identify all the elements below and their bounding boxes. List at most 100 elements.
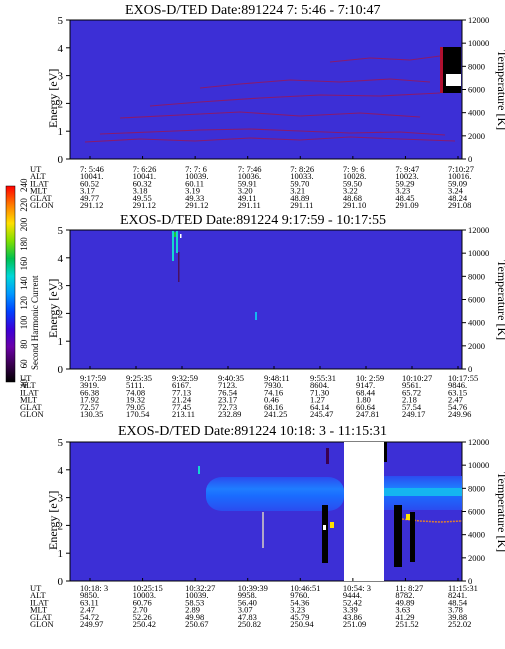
energy-tick-label: 4 [58, 465, 64, 477]
table-cell: 9846. [448, 380, 467, 390]
table-cell: 21.24 [172, 395, 192, 405]
panel-2-dark-streak [178, 252, 180, 282]
table-cell: 64.14 [310, 402, 330, 412]
table-row-label: UT [30, 583, 42, 593]
table-cell: 10:54: 3 [343, 583, 371, 593]
table-cell: 7930. [264, 380, 283, 390]
table-cell: 54.36 [290, 597, 309, 607]
table-cell: 3.23 [395, 186, 410, 196]
panel-3-temperature-ticks: 0 2000 4000 6000 8000 10000 12000 [462, 437, 489, 586]
panel-3-cyan-band [384, 488, 462, 496]
table-cell: 9:55:31 [310, 373, 336, 383]
table-cell: 76.54 [218, 387, 238, 397]
table-cell: 72.57 [80, 402, 99, 412]
colorbar-label: Second Harmonic Current [30, 275, 40, 370]
table-cell: 9561. [402, 380, 421, 390]
table-cell: 10:39:39 [238, 583, 268, 593]
table-cell: 10041. [80, 171, 103, 181]
table-cell: 3.24 [448, 186, 464, 196]
panel-3-features [198, 442, 463, 581]
table-cell: 10033. [290, 171, 313, 181]
table-cell: 7: 7: 6 [185, 164, 207, 174]
energy-tick-label: 3 [58, 281, 64, 293]
panel-2-title: EXOS-D/TED Date:891224 9:17:59 - 10:17:5… [120, 213, 386, 228]
colorbar-tick-label: 120 [19, 296, 29, 310]
table-cell: 291.12 [133, 200, 156, 210]
table-cell: 252.02 [448, 619, 471, 629]
table-cell: 7: 8:26 [290, 164, 314, 174]
energy-tick-label: 1 [58, 336, 64, 348]
table-cell: 60.52 [80, 178, 99, 188]
table-cell: 68.16 [264, 402, 283, 412]
table-cell: 54.72 [80, 612, 99, 622]
table-cell: 9:25:35 [126, 373, 152, 383]
panel-3-black-burst-3 [410, 512, 415, 562]
panel-1-trace-3 [199, 78, 431, 89]
panel-1-temp-bar-black [443, 47, 461, 93]
table-cell: 9:40:35 [218, 373, 244, 383]
panel-1-title: EXOS-D/TED Date:891224 7: 5:46 - 7:10:47 [125, 3, 380, 18]
table-cell: 47.83 [238, 612, 257, 622]
table-cell: 65.72 [402, 387, 421, 397]
table-cell: 0.46 [264, 395, 279, 405]
table-cell: 5111. [126, 380, 145, 390]
energy-tick-label: 2 [58, 308, 64, 320]
table-cell: 56.40 [238, 597, 257, 607]
table-cell: 6167. [172, 380, 191, 390]
table-cell: 10:10:27 [402, 373, 432, 383]
table-cell: 8241. [448, 590, 467, 600]
energy-tick-label: 3 [58, 71, 64, 83]
table-cell: 9:48:11 [264, 373, 290, 383]
table-cell: 249.97 [80, 619, 103, 629]
temperature-tick-label: 0 [468, 364, 472, 374]
table-row-label: MLT [30, 186, 48, 196]
panel-1-energy-ticks: 0 1 2 3 4 5 [58, 15, 70, 166]
energy-tick-label: 1 [58, 126, 64, 138]
energy-tick-label: 5 [58, 225, 64, 237]
table-cell: 249.17 [402, 409, 425, 419]
panel-1-temp-bar-white [446, 74, 461, 86]
table-cell: 63.15 [448, 387, 467, 397]
panel-2-orbit-table: UT 9:17:59 9:25:35 9:32:59 9:40:35 9:48:11 9:5… [20, 366, 478, 419]
table-cell: 74.08 [126, 387, 145, 397]
panel-2-temperature-ticks: 0 2000 4000 6000 8000 10000 12000 [462, 225, 489, 374]
table-cell: 60.76 [133, 597, 152, 607]
table-row-label: ILAT [30, 597, 49, 607]
table-cell: 41.29 [395, 612, 414, 622]
table-cell: 2.89 [185, 605, 200, 615]
panel-3-grey-line [262, 512, 264, 548]
table-cell: 66.38 [80, 387, 99, 397]
table-cell: 60.32 [133, 178, 152, 188]
table-cell: 291.10 [343, 200, 366, 210]
table-cell: 10:18: 3 [80, 583, 108, 593]
table-cell: 10016. [448, 171, 471, 181]
temperature-tick-label: 4000 [468, 318, 485, 328]
temperature-tick-label: 12000 [468, 437, 489, 447]
table-row-label: GLON [20, 409, 44, 419]
temperature-tick-label: 0 [468, 576, 472, 586]
panel-3-white-spot [323, 525, 326, 530]
table-cell: 3.22 [343, 186, 358, 196]
table-cell: 10:17:55 [448, 373, 478, 383]
panel-1-plot-area [69, 19, 463, 160]
table-cell: 7: 7:46 [238, 164, 262, 174]
table-cell: 49.77 [80, 193, 99, 203]
panel-3-blue-band [206, 477, 344, 511]
temperature-tick-label: 10000 [468, 38, 489, 48]
panel-3-yellow-spot-2 [406, 514, 410, 520]
panel-3-yellow-spot-1 [330, 522, 334, 528]
panel-1-trace-4 [149, 92, 441, 107]
panel-1-trace-2 [84, 136, 456, 143]
temperature-tick-label: 4000 [468, 108, 485, 118]
table-cell: 10003. [133, 590, 156, 600]
temperature-tick-label: 6000 [468, 507, 485, 517]
table-row-label: GLAT [20, 402, 43, 412]
table-cell: 2.47 [80, 605, 95, 615]
table-cell: 49.98 [185, 612, 204, 622]
panel-1-ylabel: Energy [eV] [46, 69, 60, 128]
panel-2-cyan-streak-1 [172, 231, 174, 261]
table-cell: 1.80 [356, 395, 371, 405]
table-cell: 68.44 [356, 387, 376, 397]
table-cell: 291.12 [80, 200, 103, 210]
